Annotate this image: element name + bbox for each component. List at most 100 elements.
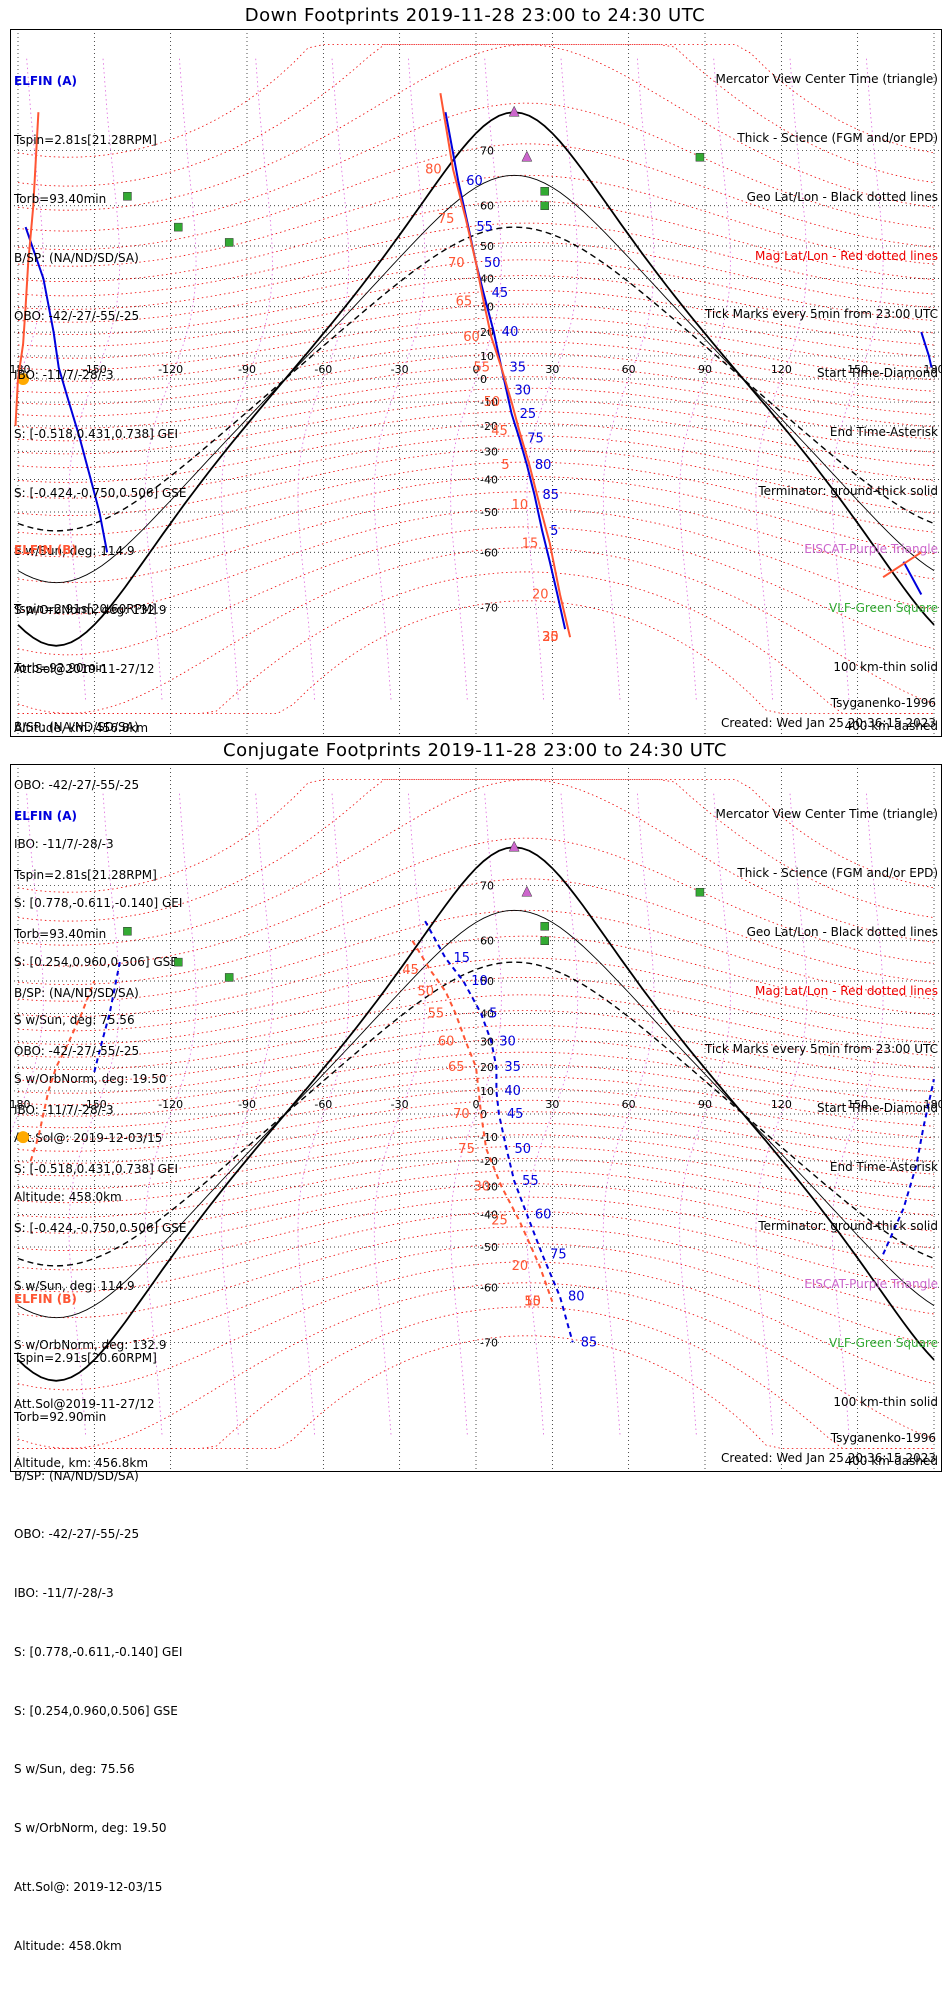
- mag-meridian-line: [679, 793, 731, 1435]
- legend-item: EISCAT-Purple Triangle: [804, 542, 938, 557]
- track-tick-label: 75: [550, 1247, 567, 1262]
- mag-latitude-line: [17, 143, 935, 250]
- panel-title-down: Down Footprints 2019-11-28 23:00 to 24:3…: [244, 5, 706, 26]
- legend-conjugate: Mercator View Center Time (triangle) Thi…: [705, 766, 938, 1511]
- lon-tick-label: -180: [10, 1098, 30, 1111]
- track-tick-label: 30: [515, 383, 532, 398]
- legend-item: Tick Marks every 5min from 23:00 UTC: [704, 307, 938, 322]
- mag-latitude-line: [17, 1010, 935, 1070]
- mag-latitude-line: [17, 435, 935, 499]
- track-tick-label: 50: [417, 984, 434, 999]
- legend-item: Terminator: ground-thick solid: [758, 483, 938, 498]
- lon-tick-label: 0: [473, 1098, 480, 1111]
- mag-meridian-line: [373, 793, 426, 1435]
- mag-latitude-line: [17, 837, 935, 967]
- info-line: S w/OrbNorm, deg: 19.50: [14, 1821, 167, 1836]
- info-line: S w/Sun, deg: 114.9: [14, 1279, 135, 1294]
- vlf-square: [540, 201, 549, 210]
- vlf-square: [174, 957, 183, 967]
- lat-tick-label: -10: [480, 396, 498, 409]
- info-line: Tspin=2.81s[21.28RPM]: [14, 867, 157, 882]
- elfin-a-track: [24, 226, 109, 553]
- mag-meridian-line: [831, 793, 884, 1435]
- mag-meridian-line: [526, 793, 579, 1435]
- elfin-b-track: [29, 980, 96, 1162]
- lat-tick-label: -50: [480, 1241, 498, 1254]
- info-line: Altitude, km: 456.8km: [14, 720, 149, 735]
- lon-tick-label: -90: [238, 1098, 256, 1111]
- mag-latitude-line: [17, 878, 935, 985]
- info-line: Att.Sol@2019-11-27/12: [14, 662, 155, 676]
- vlf-square: [540, 922, 549, 931]
- elfin-a-label: ELFIN (A): [14, 809, 77, 824]
- info-line: IBO: -11/7/-28/-3: [14, 1586, 114, 1601]
- model-label: Tsyganenko-1996: [830, 696, 936, 710]
- lat-tick-label: -70: [480, 601, 498, 614]
- track-tick-label: 25: [520, 407, 537, 422]
- track-tick-label: 85: [581, 1335, 598, 1350]
- info-line: B/SP: (NA/ND/SD/SA): [14, 250, 139, 265]
- track-tick-label: 15: [522, 536, 539, 551]
- info-line: IBO: -11/7/-28/-3: [14, 368, 114, 383]
- elfin-a-info-down: ELFIN (A) Tspin=2.81s[21.28RPM] Torb=93.…: [14, 33, 187, 778]
- vlf-square: [224, 238, 234, 247]
- mag-latitude-line: [17, 399, 935, 455]
- mag-latitude-line: [17, 259, 935, 323]
- elfin-a-track: [93, 961, 121, 1073]
- mag-latitude-line: [17, 222, 935, 297]
- track-tick-label: 85: [543, 488, 560, 503]
- info-line: Torb=92.90min: [14, 1409, 107, 1424]
- lat-tick-label: 60: [480, 200, 494, 213]
- track-tick-label: 30: [473, 1179, 490, 1194]
- lon-tick-label: -150: [82, 363, 107, 376]
- mag-meridian-line: [450, 793, 502, 1435]
- mag-meridian-line: [297, 793, 350, 1435]
- terminator-100km: [17, 909, 935, 1319]
- mag-latitude-line: [17, 44, 935, 187]
- info-line: IBO: -11/7/-28/-3: [14, 837, 114, 852]
- mag-latitude-line: [17, 475, 935, 558]
- track-tick-label: 55: [473, 361, 490, 376]
- mag-meridian-line: [755, 58, 808, 700]
- lon-tick-label: -90: [238, 363, 256, 376]
- vlf-square: [224, 973, 234, 982]
- mag-latitude-line: [17, 994, 935, 1058]
- track-tick-label: 5: [550, 524, 558, 539]
- mag-meridian-line: [373, 58, 426, 700]
- mag-meridian-line: [602, 793, 655, 1435]
- lat-tick-label: 50: [480, 240, 494, 253]
- track-tick-label: 60: [466, 174, 483, 189]
- map-plot-conjugate: -180-150-120-90-60-300306090120150180706…: [10, 764, 942, 1472]
- lat-tick-label: -20: [480, 1155, 498, 1168]
- info-line: S w/OrbNorm, deg: 132.9: [14, 603, 167, 618]
- elfin-b-track: [439, 93, 572, 638]
- terminator-ground: [17, 846, 935, 1382]
- mag-meridian-line: [68, 793, 121, 1435]
- track-tick-label: 70: [448, 256, 465, 271]
- mag-latitude-line: [18, 1306, 934, 1449]
- info-line: Altitude: 458.0km: [14, 1189, 122, 1204]
- track-tick-label: 5: [489, 1007, 497, 1022]
- track-tick-label: 75: [438, 212, 455, 227]
- lon-tick-label: 60: [622, 363, 636, 376]
- lat-tick-label: 50: [480, 975, 494, 988]
- track-tick-label: 15: [453, 951, 470, 966]
- lat-tick-label: -50: [480, 506, 498, 519]
- track-tick-label: 80: [425, 163, 442, 178]
- info-line: Torb=92.90min: [14, 660, 107, 675]
- legend-item: Start Time-Diamond: [816, 1101, 938, 1116]
- lon-tick-label: -60: [314, 1098, 332, 1111]
- lat-tick-label: -70: [480, 1336, 498, 1349]
- mag-latitude-line: [17, 289, 935, 347]
- track-tick-label: 45: [507, 1107, 524, 1122]
- legend-item: Thick - Science (FGM and/or EPD): [737, 865, 938, 880]
- lon-tick-label: -120: [158, 1098, 183, 1111]
- mag-meridian-line: [221, 793, 273, 1435]
- mag-meridian-line: [679, 58, 731, 700]
- mag-latitude-line: [17, 491, 935, 584]
- lon-tick-label: 60: [622, 1098, 636, 1111]
- sun-marker: [17, 1131, 30, 1144]
- track-tick-label: 45: [492, 286, 509, 301]
- mag-latitude-line: [17, 1158, 935, 1218]
- legend-item: Mercator View Center Time (triangle): [715, 807, 938, 822]
